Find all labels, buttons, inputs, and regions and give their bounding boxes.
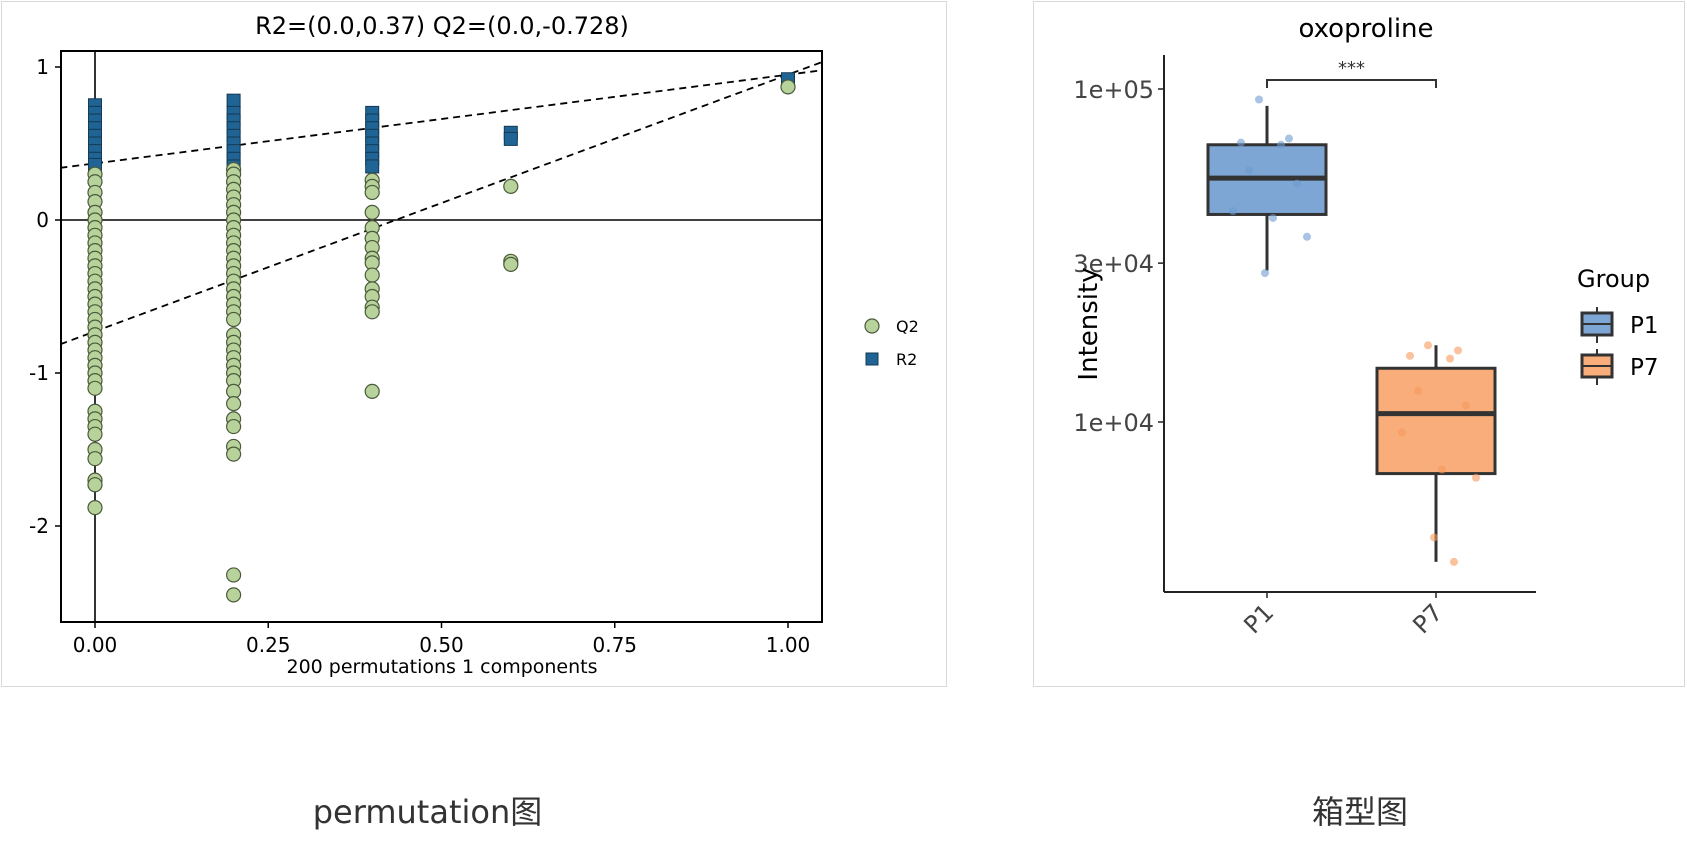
jitter-point-p7: [1462, 401, 1470, 410]
jitter-point-p7: [1438, 465, 1446, 474]
jitter-point-p1: [1293, 179, 1301, 188]
boxplot-title: oxoproline: [1298, 14, 1433, 44]
x-tick-label: 0.75: [592, 633, 637, 657]
box-p7: [1375, 366, 1497, 476]
q2-point: [780, 79, 796, 95]
y-tick-label: 1e+05: [1073, 76, 1154, 104]
significance-bracket: [1266, 79, 1437, 88]
q2-point: [87, 380, 103, 396]
legend-q2-label: Q2: [896, 317, 919, 336]
y-tick-label: 1: [36, 55, 49, 79]
boxplot: oxoproline 1e+05 3e+04 1e+04 Intensity P1 P7 **…: [1073, 14, 1659, 639]
y-axis-label: Intensity: [1074, 267, 1104, 380]
x-tick-label: 0.25: [246, 633, 291, 657]
boxplot-panel: oxoproline 1e+05 3e+04 1e+04 Intensity P1 P7 **…: [1033, 1, 1685, 687]
q2-point: [226, 418, 242, 435]
legend-title: Group: [1577, 265, 1650, 293]
significance-label: ***: [1338, 58, 1365, 79]
legend-label-p7: P7: [1630, 355, 1659, 381]
jitter-point-p1: [1245, 166, 1253, 175]
permutation-caption: permutation图: [312, 793, 543, 831]
jitter-point-p1: [1277, 140, 1285, 149]
jitter-point-p7: [1454, 346, 1462, 355]
jitter-point-p1: [1229, 207, 1237, 216]
jitter-point-p7: [1450, 557, 1458, 566]
jitter-point-p7: [1398, 428, 1406, 437]
legend-r2-label: R2: [896, 350, 917, 369]
jitter-point-p7: [1472, 473, 1480, 482]
q2-point: [87, 477, 103, 493]
legend-q2-marker: [864, 318, 880, 334]
q2-point: [503, 256, 519, 272]
jitter-point-p1: [1255, 95, 1263, 104]
permutation-plot-panel: R2=(0.0,0.37) Q2=(0.0,-0.728) 0.00 0.25 0.5…: [1, 1, 947, 687]
y-tick-label: 3e+04: [1073, 250, 1154, 278]
jitter-point-p1: [1303, 232, 1311, 241]
r2-point: [503, 131, 518, 146]
jitter-point-p1: [1261, 269, 1269, 278]
regression-line-q2: [60, 60, 823, 346]
q2-point: [364, 383, 380, 399]
r2-point: [226, 93, 241, 108]
q2-point: [503, 178, 519, 194]
x-axis-label: 200 permutations 1 components: [286, 656, 597, 678]
q2-point: [364, 184, 380, 201]
x-tick-label: P7: [1407, 598, 1448, 639]
q2-point: [226, 567, 242, 583]
jitter-point-p7: [1446, 354, 1454, 363]
q2-point: [87, 426, 103, 442]
q2-point: [226, 396, 242, 412]
jitter-point-p1: [1269, 213, 1277, 222]
q2-point: [226, 311, 242, 328]
permutation-plot: R2=(0.0,0.37) Q2=(0.0,-0.728) 0.00 0.25 0.5…: [29, 12, 919, 678]
plot-frame: [60, 50, 823, 623]
q2-point: [87, 500, 103, 516]
chart-title: R2=(0.0,0.37) Q2=(0.0,-0.728): [255, 12, 629, 40]
legend-r2-marker: [865, 352, 879, 366]
y-tick-label: 1e+04: [1073, 409, 1154, 437]
jitter-point-p1: [1237, 138, 1245, 147]
x-tick-label: P1: [1238, 598, 1279, 639]
jitter-point-p7: [1430, 533, 1438, 542]
q2-point: [226, 446, 242, 462]
y-tick-label: -2: [29, 514, 49, 538]
jitter-point-p7: [1406, 351, 1414, 360]
jitter-point-p7: [1414, 386, 1422, 395]
y-tick-label: -1: [29, 361, 49, 385]
y-tick-label: 0: [36, 208, 49, 232]
legend-label-p1: P1: [1630, 313, 1659, 339]
x-tick-label: 0.50: [419, 633, 464, 657]
q2-point: [364, 304, 380, 320]
q2-point: [364, 204, 380, 220]
q2-point: [364, 267, 380, 283]
jitter-point-p7: [1424, 341, 1432, 350]
q2-point: [87, 451, 103, 467]
x-tick-label: 0.00: [73, 633, 118, 657]
jitter-point-p1: [1285, 134, 1293, 143]
x-tick-label: 1.00: [766, 633, 811, 657]
q2-point: [226, 587, 242, 603]
boxplot-caption: 箱型图: [1311, 793, 1408, 831]
regression-line-r2: [60, 69, 823, 169]
r2-point: [365, 159, 380, 174]
